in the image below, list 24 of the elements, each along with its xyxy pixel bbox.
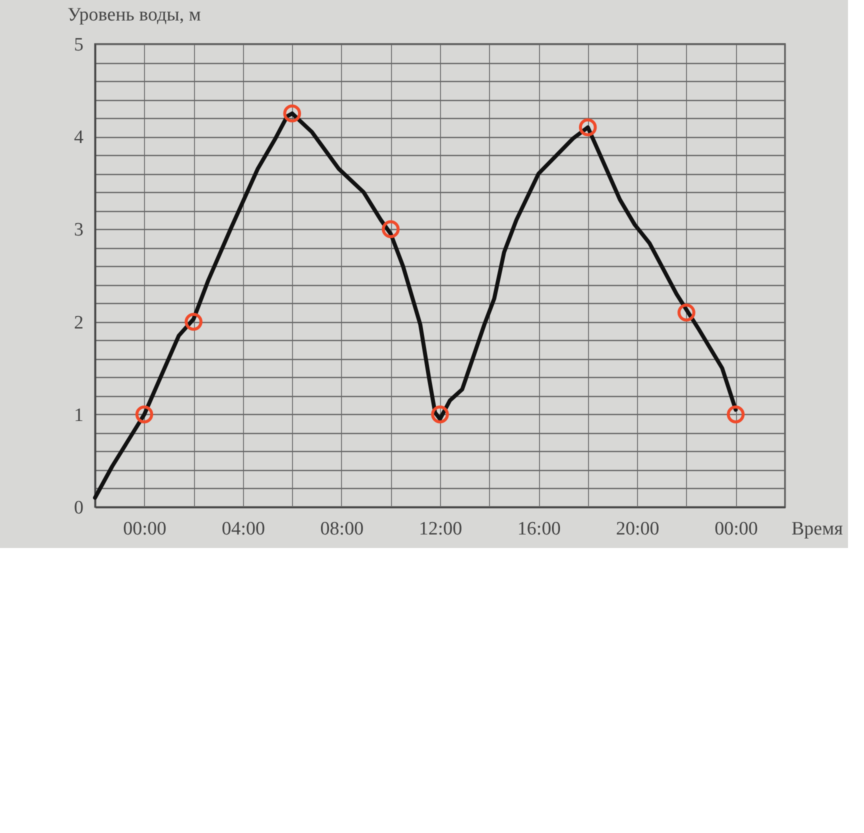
point bbox=[184, 312, 202, 331]
point bbox=[135, 406, 154, 424]
y-tick-label: 0 bbox=[74, 498, 84, 518]
x-tick-label: 00:00 bbox=[714, 518, 758, 540]
y-tick-label: 3 bbox=[74, 220, 84, 241]
point bbox=[283, 104, 302, 122]
point bbox=[678, 304, 696, 322]
y-tick-label: 4 bbox=[74, 127, 84, 148]
y-tick-label: 1 bbox=[74, 404, 84, 426]
x-tick-label: 08:00 bbox=[320, 518, 364, 540]
x-tick-label: 16:00 bbox=[517, 518, 561, 540]
line-series bbox=[93, 111, 738, 500]
x-tick-label: 12:00 bbox=[418, 518, 462, 540]
x-tick-label: 20:00 bbox=[616, 518, 660, 540]
x-tick-label: 04:00 bbox=[222, 518, 265, 540]
x-axis-title: Время bbox=[792, 518, 844, 540]
point bbox=[726, 406, 745, 424]
x-tick-label: 00:00 bbox=[123, 518, 166, 540]
point bbox=[431, 406, 449, 424]
y-tick-label: 5 bbox=[74, 34, 84, 56]
y-tick-label: 2 bbox=[74, 312, 84, 334]
point bbox=[578, 118, 597, 136]
point bbox=[382, 220, 400, 238]
y-axis-title: Уровень воды, м bbox=[68, 4, 201, 26]
